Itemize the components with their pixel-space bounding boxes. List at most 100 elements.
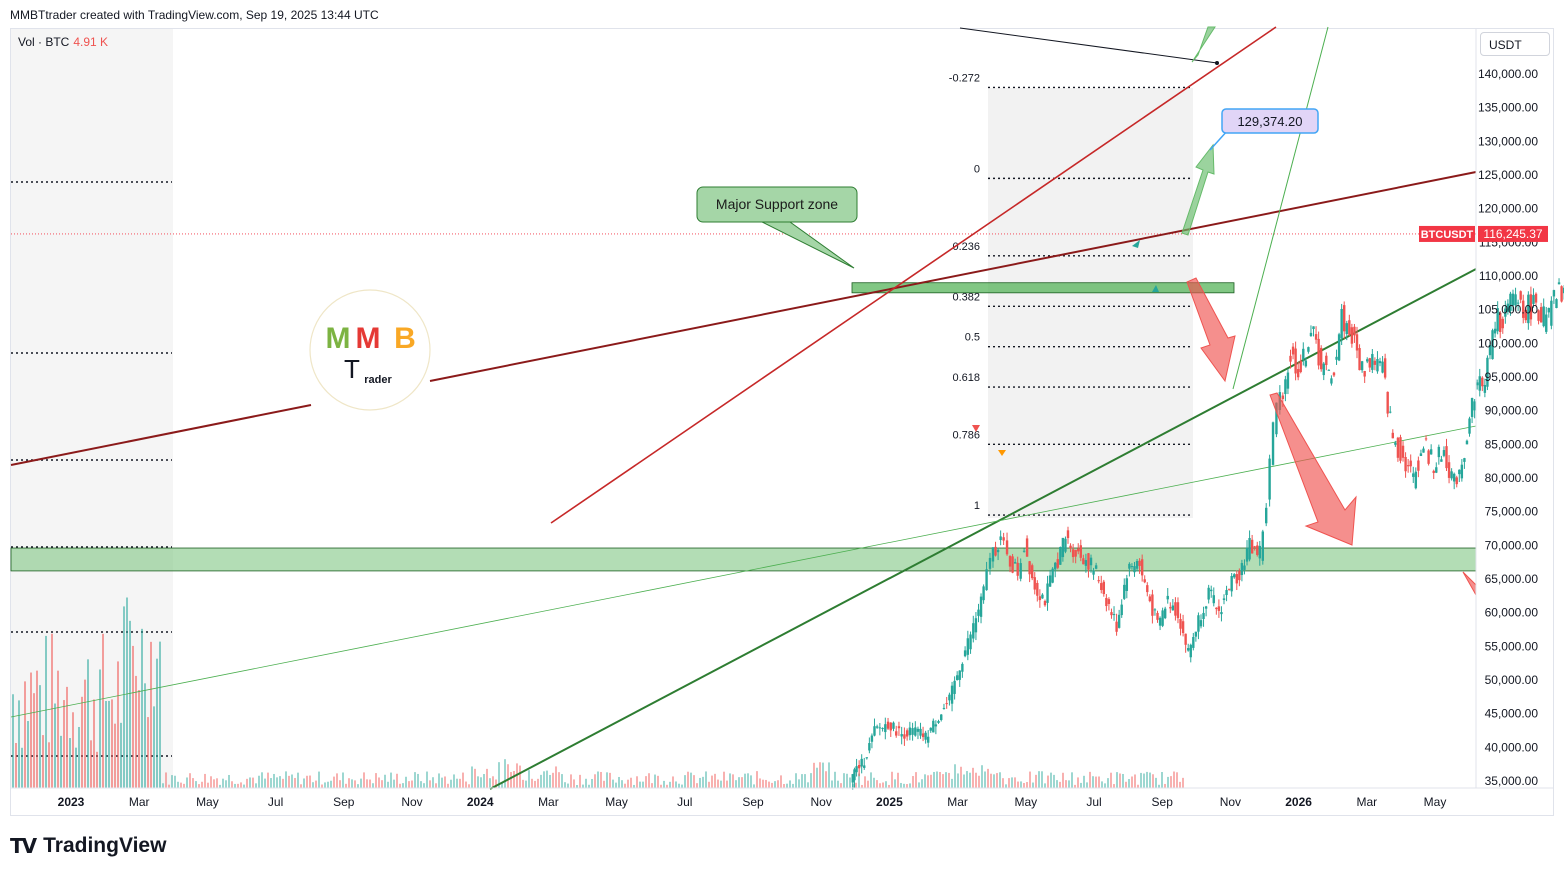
volume-bar	[108, 700, 110, 788]
volume-bar	[123, 606, 125, 788]
volume-bar	[306, 775, 308, 788]
axes-layer: 140,000.00135,000.00130,000.00125,000.00…	[11, 29, 1553, 809]
marker-green-2	[1152, 285, 1159, 292]
candle-body	[1064, 538, 1067, 552]
volume-bar	[894, 779, 896, 788]
volume-bar	[270, 778, 272, 788]
volume-bar	[339, 780, 341, 788]
volume-bar	[168, 784, 170, 788]
volume-bar	[1107, 778, 1109, 788]
volume-bar	[756, 771, 758, 788]
volume-bar	[762, 779, 764, 788]
volume-bar	[207, 782, 209, 788]
volume-bar	[105, 701, 107, 788]
volume-bar	[585, 778, 587, 788]
volume-bar	[1110, 772, 1112, 788]
volume-bar	[777, 780, 779, 788]
candle-body	[1161, 610, 1164, 626]
y-axis-tick-label: 80,000.00	[1485, 471, 1539, 485]
candle-body	[1330, 378, 1333, 384]
candle-body	[1238, 570, 1241, 581]
volume-bar	[1014, 777, 1016, 788]
volume-bar	[507, 764, 509, 788]
candle-body	[1184, 633, 1187, 645]
candle-body	[1102, 581, 1106, 595]
volume-bar	[897, 772, 899, 788]
volume-bar	[156, 658, 158, 788]
candle-body	[1187, 648, 1190, 651]
candle-body	[1166, 595, 1169, 600]
candle-body	[873, 726, 876, 736]
volume-bar	[804, 774, 806, 788]
volume-bar	[858, 773, 860, 788]
volume-bar	[45, 635, 47, 788]
volume-bar	[219, 784, 221, 788]
mmb-logo-letter: M	[326, 322, 351, 355]
volume-bar	[177, 781, 179, 788]
candle-body	[1041, 594, 1044, 599]
volume-bar	[417, 773, 419, 788]
volume-bar	[771, 782, 773, 788]
volume-bar	[1155, 777, 1157, 788]
trendline-green-support	[489, 268, 1477, 790]
candle-body	[1437, 446, 1441, 458]
volume-bar	[1122, 773, 1124, 788]
y-axis-tick-label: 100,000.00	[1478, 336, 1538, 350]
volume-bar	[615, 782, 617, 788]
volume-bar	[642, 781, 644, 788]
volume-bar	[78, 726, 80, 788]
volume-bar	[246, 778, 248, 788]
candle-body	[1358, 347, 1361, 371]
volume-bar	[174, 775, 176, 788]
tradingview-logo[interactable]: TV TradingView	[10, 834, 166, 858]
volume-bar	[990, 773, 992, 788]
volume-bar	[651, 783, 653, 788]
volume-bar	[1125, 781, 1127, 788]
volume-bar	[675, 781, 677, 788]
volume-bar	[300, 784, 302, 788]
candle-body	[1343, 305, 1346, 332]
volume-bar	[648, 773, 650, 788]
candle-body	[1373, 360, 1377, 365]
candle-body	[1506, 303, 1510, 312]
candle-body	[1133, 566, 1136, 573]
volume-bar	[87, 659, 89, 788]
volume-bar	[1032, 782, 1034, 788]
x-axis-tick-label: Nov	[811, 795, 832, 809]
candle-body	[1286, 372, 1290, 389]
volume-bar	[1059, 781, 1061, 788]
volume-bar	[381, 780, 383, 788]
volume-bar	[555, 766, 557, 788]
volume-bar	[735, 780, 737, 788]
volume-bar	[1131, 776, 1133, 788]
volume-bar	[171, 775, 173, 788]
volume-bar	[324, 782, 326, 788]
candle-body	[1275, 402, 1278, 435]
currency-selector[interactable]: USDT	[1480, 32, 1550, 56]
candle-body	[1348, 320, 1351, 335]
candle-body	[1028, 561, 1031, 575]
volume-bar	[768, 781, 770, 788]
candle-body	[1455, 477, 1458, 485]
volume-bar	[276, 777, 278, 788]
volume-bar	[669, 781, 671, 788]
candle-body	[924, 732, 927, 740]
candle-body	[1391, 432, 1395, 439]
volume-bar	[36, 670, 38, 788]
volume-bar	[294, 777, 296, 788]
volume-bar	[150, 641, 152, 788]
volume-bar	[591, 778, 593, 788]
volume-bar	[1029, 771, 1031, 788]
mmb-logo-letter: M	[356, 322, 381, 355]
volume-bar	[720, 780, 722, 788]
volume-bar	[1173, 771, 1175, 788]
candle-body	[950, 685, 954, 704]
trendline-red-channel	[550, 26, 1277, 524]
candle-body	[1309, 332, 1313, 337]
candle-body	[1258, 545, 1262, 559]
candle-body	[1302, 348, 1305, 360]
volume-bar	[501, 782, 503, 788]
y-axis-tick-label: 85,000.00	[1485, 437, 1539, 451]
candle-body	[1171, 605, 1175, 611]
